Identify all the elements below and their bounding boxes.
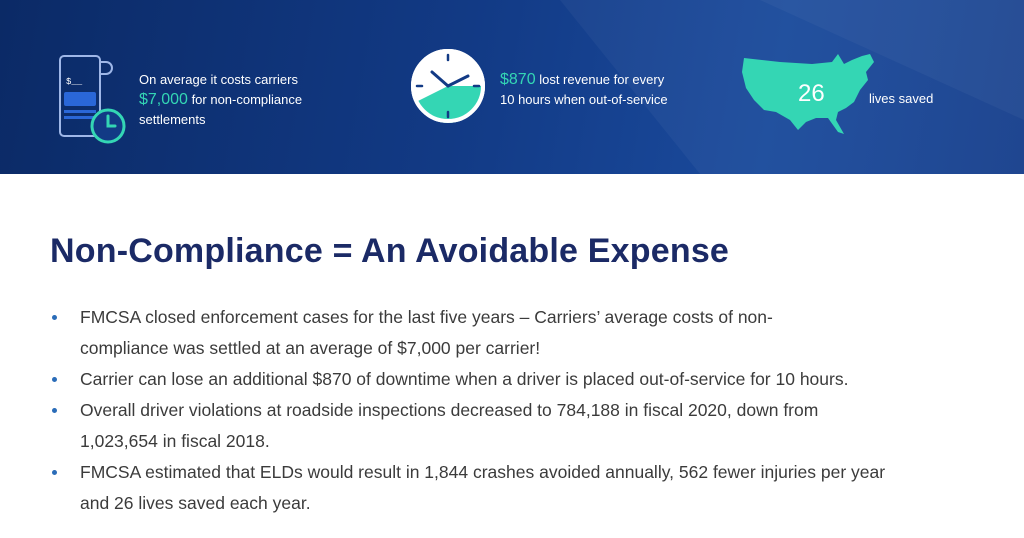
bullet-item: FMCSA estimated that ELDs would result i… [50, 457, 990, 519]
bullet-line: FMCSA closed enforcement cases for the l… [80, 307, 773, 327]
stats-banner: $__ On average it costs carriers $7,000 … [0, 0, 1024, 174]
svg-text:$__: $__ [66, 77, 83, 87]
stat-cost-line2: for non-compliance [191, 92, 303, 107]
bullet-item: Carrier can lose an additional $870 of d… [50, 364, 990, 395]
stat-lives-label: lives saved [869, 91, 934, 106]
stat-cost-line1: On average it costs carriers [139, 72, 298, 87]
bullet-dot [52, 315, 57, 320]
bullet-item: FMCSA closed enforcement cases for the l… [50, 302, 990, 364]
bullet-item: Overall driver violations at roadside in… [50, 395, 990, 457]
bullet-line: 1,023,654 in fiscal 2018. [80, 431, 270, 451]
bullet-line: Overall driver violations at roadside in… [80, 400, 819, 420]
bullet-list: FMCSA closed enforcement cases for the l… [50, 302, 990, 519]
stat-revenue-line1: lost revenue for every [539, 72, 665, 87]
stat-revenue-amount: $870 [500, 71, 536, 88]
bullet-dot [52, 470, 57, 475]
stat-cost-text: On average it costs carriers $7,000 for … [139, 70, 302, 130]
stat-lives-number: 26 [798, 80, 825, 107]
bullet-dot [52, 377, 57, 382]
stat-cost-amount: $7,000 [139, 91, 188, 108]
bullet-line: Carrier can lose an additional $870 of d… [80, 369, 849, 389]
stat-revenue-text: $870 lost revenue for every 10 hours whe… [500, 70, 668, 110]
bullet-line: FMCSA estimated that ELDs would result i… [80, 462, 886, 482]
receipt-clock-icon: $__ [59, 55, 126, 144]
bullet-dot [52, 408, 57, 413]
stat-revenue-line2: 10 hours when out-of-service [500, 92, 668, 107]
page-title: Non-Compliance = An Avoidable Expense [50, 232, 730, 270]
bullet-line: and 26 lives saved each year. [80, 493, 311, 513]
bullet-line: compliance was settled at an average of … [80, 338, 541, 358]
usa-map-icon [742, 54, 874, 134]
stat-cost-line3: settlements [139, 112, 206, 127]
clock-icon [411, 49, 485, 123]
